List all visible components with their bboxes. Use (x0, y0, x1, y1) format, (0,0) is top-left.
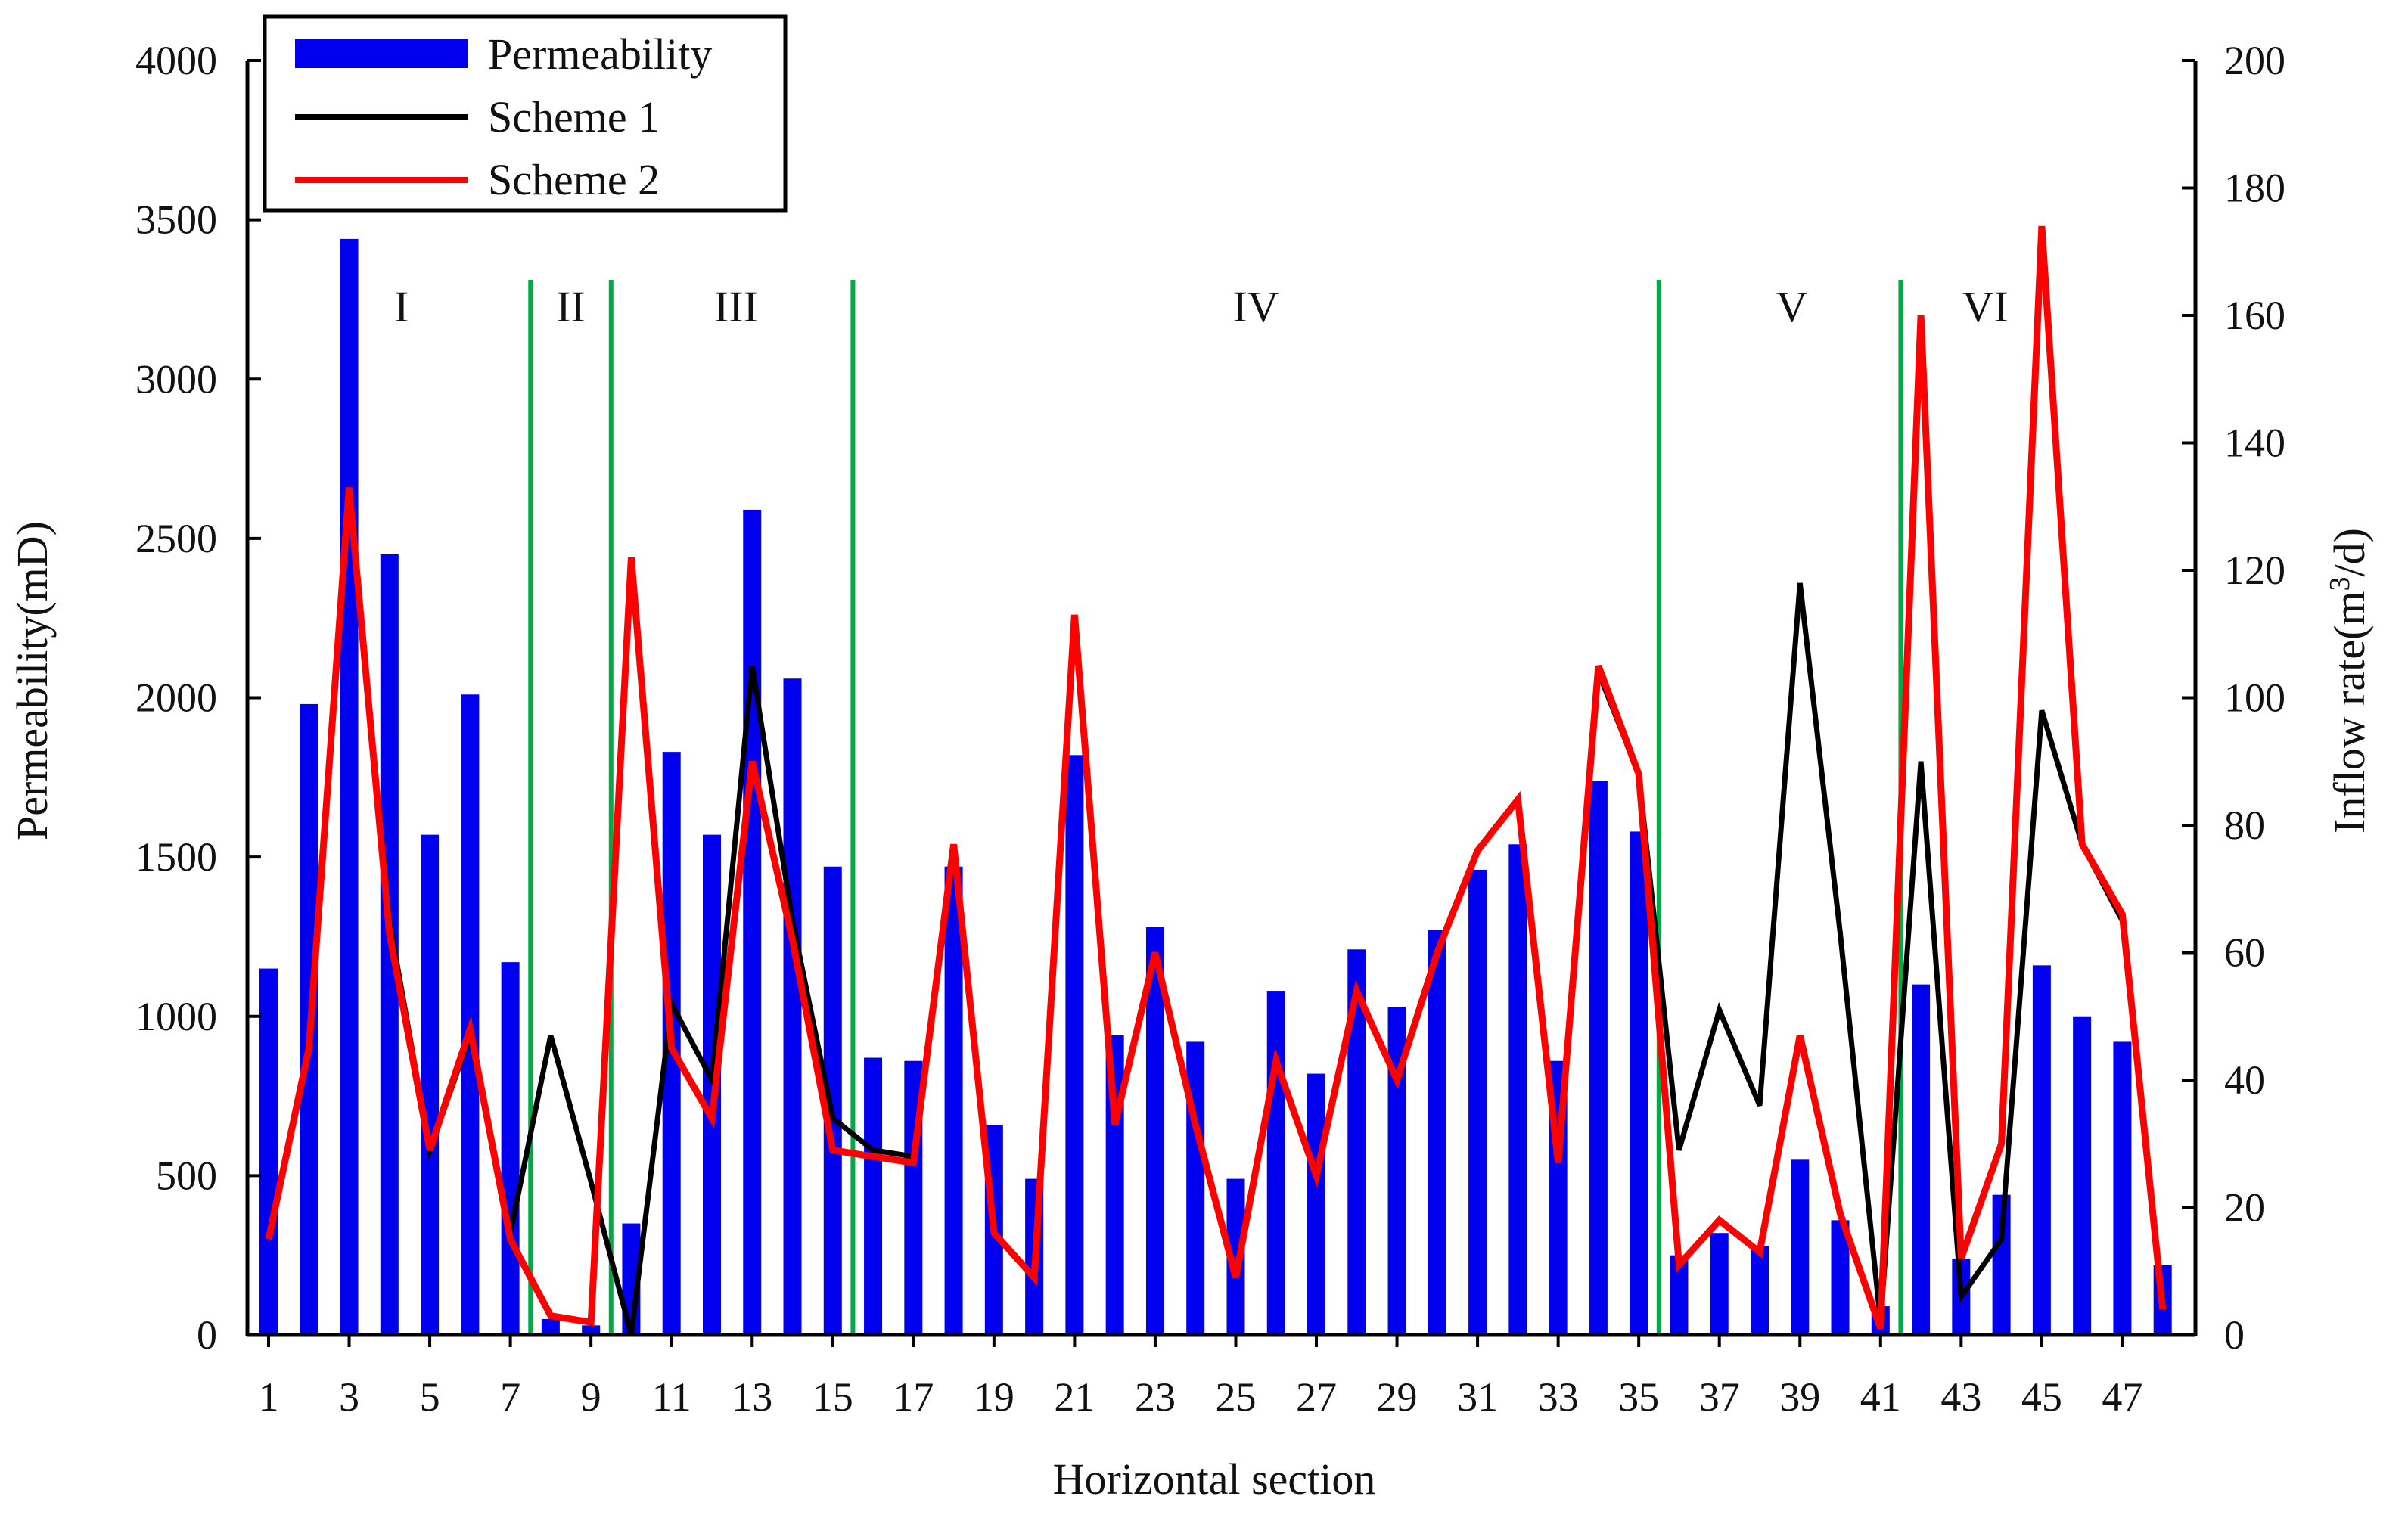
x-tick-label-11: 11 (652, 1374, 691, 1420)
y-left-tick-label-2500: 2500 (135, 516, 217, 561)
y-right-tick-label-120: 120 (2224, 548, 2285, 593)
y-left-tick-label-500: 500 (156, 1153, 217, 1198)
x-tick-label-9: 9 (581, 1374, 601, 1420)
bar-section-13 (743, 509, 762, 1335)
zone-label-IV: IV (1233, 282, 1279, 331)
y-right-axis-title: Inflow rate(m3/d) (2324, 528, 2374, 833)
x-tick-label-43: 43 (1940, 1374, 1981, 1420)
bar-section-18 (944, 866, 963, 1335)
bar-section-38 (1750, 1246, 1769, 1335)
bar-section-6 (461, 694, 480, 1335)
y-right-tick-label-40: 40 (2224, 1057, 2265, 1103)
bar-section-16 (864, 1057, 883, 1335)
y-right-title-sup: 3 (2324, 576, 2356, 591)
x-tick-label-31: 31 (1457, 1374, 1498, 1420)
zone-label-VI: VI (1962, 282, 2009, 331)
bar-section-42 (1912, 984, 1931, 1335)
bar-section-32 (1508, 844, 1527, 1335)
x-axis-title: Horizontal section (1053, 1454, 1376, 1504)
zone-label-V: V (1776, 282, 1808, 331)
bar-section-14 (783, 678, 802, 1335)
bar-section-30 (1428, 930, 1446, 1335)
legend-label-scheme-1: Scheme 1 (488, 92, 660, 141)
bar-section-9 (582, 1325, 601, 1335)
y-right-tick-label-60: 60 (2224, 930, 2265, 976)
bar-section-21 (1065, 755, 1084, 1335)
y-left-tick-label-2000: 2000 (135, 675, 217, 721)
legend: Permeability Scheme 1 Scheme 2 (263, 14, 788, 213)
x-tick-label-45: 45 (2021, 1374, 2062, 1420)
tick-labels: 0 500 1000 1500 2000 2500 3000 3500 4000 0 20 40 60 8… (135, 38, 2285, 1420)
x-tick-label-21: 21 (1054, 1374, 1095, 1420)
legend-label-scheme-2: Scheme 2 (488, 155, 660, 204)
y-right-tick-label-160: 160 (2224, 293, 2285, 338)
bar-section-47 (2113, 1041, 2132, 1335)
y-left-tick-label-0: 0 (197, 1312, 217, 1358)
x-tick-label-17: 17 (893, 1374, 934, 1420)
axes (245, 59, 2198, 1347)
y-left-tick-label-4000: 4000 (135, 38, 217, 83)
bar-section-1 (259, 968, 278, 1335)
x-tick-label-37: 37 (1699, 1374, 1740, 1420)
bar-section-39 (1791, 1159, 1810, 1335)
x-tick-label-7: 7 (500, 1374, 520, 1420)
x-tick-label-39: 39 (1779, 1374, 1820, 1420)
zone-label-I: I (394, 282, 409, 331)
lines-layer (265, 225, 2167, 1336)
x-tick-label-23: 23 (1135, 1374, 1176, 1420)
y-right-tick-label-0: 0 (2224, 1312, 2245, 1358)
y-right-tick-label-180: 180 (2224, 166, 2285, 211)
legend-swatch-permeability (295, 39, 468, 68)
bar-section-7 (501, 962, 520, 1335)
bar-section-34 (1589, 781, 1608, 1335)
zone-label-III: III (714, 282, 758, 331)
x-tick-label-15: 15 (813, 1374, 853, 1420)
y-right-title-tail: /d) (2325, 528, 2374, 576)
x-tick-label-41: 41 (1860, 1374, 1901, 1420)
bar-section-46 (2073, 1016, 2092, 1335)
bar-section-26 (1266, 991, 1285, 1335)
y-left-tick-label-3500: 3500 (135, 197, 217, 243)
line-scheme-2 (265, 225, 2167, 1330)
x-tick-label-33: 33 (1538, 1374, 1579, 1420)
y-right-title-base: Inflow rate(m (2325, 591, 2374, 833)
bar-section-35 (1630, 831, 1648, 1335)
x-tick-label-5: 5 (420, 1374, 440, 1420)
bar-section-27 (1307, 1073, 1326, 1335)
y-left-axis-title: Permeability(mD) (8, 521, 57, 840)
x-tick-label-3: 3 (339, 1374, 359, 1420)
bar-section-37 (1710, 1233, 1729, 1335)
zone-labels: I II III IV V VI (394, 282, 2009, 331)
x-tick-label-25: 25 (1215, 1374, 1256, 1420)
y-left-tick-label-1000: 1000 (135, 994, 217, 1039)
bars-layer (259, 238, 2172, 1335)
y-right-tick-label-140: 140 (2224, 421, 2285, 466)
y-right-tick-label-100: 100 (2224, 675, 2285, 721)
x-tick-label-19: 19 (974, 1374, 1014, 1420)
y-right-tick-label-20: 20 (2224, 1185, 2265, 1231)
bar-section-8 (541, 1318, 560, 1335)
x-tick-label-35: 35 (1618, 1374, 1659, 1420)
y-left-tick-label-1500: 1500 (135, 834, 217, 880)
x-tick-label-47: 47 (2102, 1374, 2142, 1420)
bar-section-31 (1468, 869, 1487, 1335)
bar-section-5 (421, 834, 440, 1335)
bar-section-45 (2032, 965, 2051, 1335)
zone-label-II: II (556, 282, 586, 331)
x-tick-label-27: 27 (1296, 1374, 1337, 1420)
x-tick-label-29: 29 (1377, 1374, 1418, 1420)
legend-label-permeability: Permeability (488, 29, 712, 79)
y-right-tick-label-80: 80 (2224, 802, 2265, 848)
bar-section-23 (1145, 927, 1164, 1335)
bar-section-3 (340, 238, 359, 1335)
x-tick-label-13: 13 (732, 1374, 772, 1420)
x-tick-label-1: 1 (259, 1374, 279, 1420)
y-right-tick-label-200: 200 (2224, 38, 2285, 83)
y-left-tick-label-3000: 3000 (135, 356, 217, 402)
